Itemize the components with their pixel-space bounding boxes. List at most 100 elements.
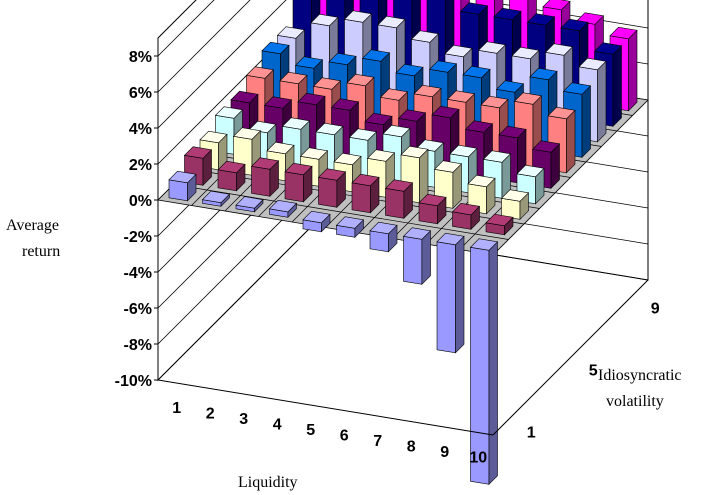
bar-top — [495, 80, 525, 93]
bar-top — [183, 146, 213, 159]
bar-top — [485, 213, 514, 227]
bar-top — [498, 125, 527, 139]
x-tick-label: 4 — [273, 416, 282, 433]
bar — [201, 190, 231, 208]
bar-top — [609, 26, 638, 40]
bar — [500, 189, 530, 221]
x-axis-title: Liquidity — [238, 474, 298, 491]
bar — [317, 168, 347, 209]
bar-top — [402, 227, 432, 240]
bar-top — [493, 7, 522, 21]
bar-front — [251, 165, 271, 197]
bar-top — [343, 10, 373, 23]
bar-top — [333, 152, 362, 166]
bar-front — [385, 187, 405, 219]
bar-top — [351, 173, 380, 187]
bar-top — [250, 157, 280, 170]
bar — [168, 170, 197, 202]
bar — [217, 160, 246, 192]
z-tick-label: 2% — [129, 157, 152, 174]
bar-top — [268, 199, 298, 213]
bar-top — [500, 189, 530, 202]
z-axis-title-line2: return — [22, 243, 60, 260]
bar-side — [628, 29, 638, 112]
bar — [485, 213, 514, 236]
bar-top — [531, 140, 561, 153]
z-tick-label: -2% — [124, 229, 152, 246]
z-tick-label: -6% — [124, 301, 152, 318]
bar-top — [428, 60, 458, 73]
bar-top — [279, 71, 308, 85]
bar-top — [444, 44, 473, 58]
bar-top — [529, 67, 558, 81]
bar — [451, 202, 481, 231]
x-tick-label: 3 — [239, 411, 248, 428]
bar-top — [266, 141, 295, 155]
x-tick-label: 2 — [206, 405, 215, 422]
z-tick-label: 4% — [129, 121, 152, 138]
bar — [433, 160, 463, 210]
z-axis-title-line1: Average — [6, 217, 59, 234]
gridline — [157, 0, 251, 93]
bar-top — [230, 90, 259, 104]
x-tick-label: 8 — [407, 438, 416, 455]
chart-labels: -10% -8% -6% -4% -2% 0% 2% 4% 6% 8% 1 2 3 4 5 6 7 8 9 10 1 5 9 — [115, 49, 660, 466]
bar-top — [469, 238, 499, 251]
bar-top — [418, 193, 447, 207]
bar-top — [235, 196, 264, 209]
bar-side — [488, 241, 498, 486]
bar-top — [410, 30, 440, 43]
bar-top — [245, 66, 275, 79]
bar-top — [366, 149, 396, 162]
y-tick-label: 9 — [651, 300, 660, 317]
bar-top — [451, 202, 481, 216]
bar-top — [547, 106, 576, 120]
floor-gridline — [173, 184, 509, 240]
bar-top — [562, 82, 592, 95]
bar-side — [455, 235, 465, 354]
bar — [335, 216, 365, 239]
bar-top — [168, 170, 197, 184]
bar-top — [477, 41, 507, 54]
z-tick-label: -4% — [124, 265, 152, 282]
bar-top — [467, 174, 496, 188]
bar-top — [413, 84, 442, 98]
bar-top — [281, 117, 311, 130]
bar — [418, 193, 447, 225]
z-tick-label: 6% — [129, 85, 152, 102]
bar-side — [612, 45, 622, 128]
bar-top — [199, 130, 228, 144]
bar-top — [348, 128, 378, 141]
bar — [351, 173, 380, 214]
bar-top — [560, 18, 589, 32]
bar — [250, 157, 280, 198]
bar-top — [330, 98, 360, 111]
bar-top — [593, 42, 623, 55]
bar-top — [297, 92, 326, 106]
bar-top — [542, 0, 571, 11]
bar — [299, 147, 329, 188]
bar-top — [335, 216, 365, 229]
bar-top — [480, 95, 509, 109]
bar — [369, 221, 398, 253]
bar-top — [217, 160, 246, 174]
bar-front — [418, 202, 438, 225]
bar-front — [436, 241, 456, 354]
z-tick-label: -10% — [115, 373, 152, 390]
y-tick-label: 5 — [589, 362, 598, 379]
bar-top — [384, 179, 414, 192]
bar-top — [544, 43, 574, 56]
bar-top — [482, 150, 512, 163]
bar-top — [201, 190, 231, 204]
bar-top — [232, 127, 262, 140]
bar-front — [369, 230, 389, 253]
bar-side — [581, 85, 591, 159]
bar-top — [310, 13, 339, 27]
bar-front — [168, 179, 188, 202]
bar-top — [526, 13, 556, 26]
bar — [268, 199, 298, 219]
z-tick-label: 8% — [129, 49, 152, 66]
x-tick-label: 1 — [172, 400, 181, 417]
bar-top — [302, 210, 331, 224]
